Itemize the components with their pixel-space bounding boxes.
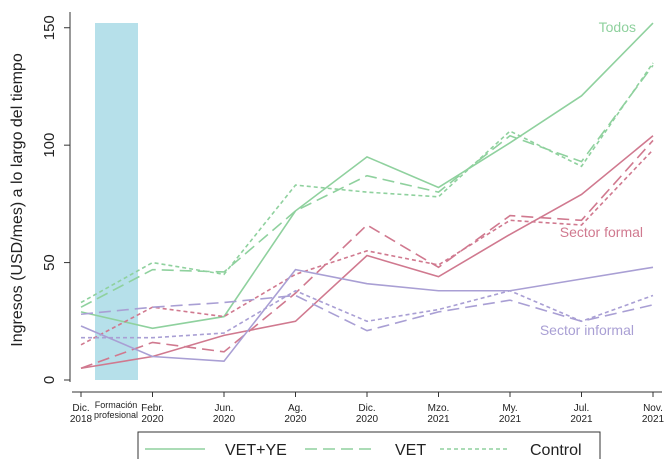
x-tick-label: Dic. 2018 bbox=[70, 403, 93, 425]
legend-label: VET bbox=[395, 442, 426, 459]
series-line bbox=[80, 62, 654, 304]
series-line bbox=[80, 139, 654, 370]
series-line bbox=[81, 289, 654, 339]
x-tick-label: Febr. 2020 bbox=[141, 403, 164, 425]
group-label: Sector informal bbox=[540, 322, 634, 338]
x-tick-label: Dic. 2020 bbox=[356, 403, 379, 425]
series-line bbox=[80, 22, 654, 330]
series-line bbox=[80, 135, 654, 370]
y-tick-label: 150 bbox=[41, 15, 58, 40]
group-label: Todos bbox=[599, 19, 636, 35]
y-tick-label: 50 bbox=[41, 254, 58, 271]
y-tick-label: 0 bbox=[41, 376, 58, 384]
series-line bbox=[80, 149, 654, 346]
y-axis-label: Ingresos (USD/mes) a lo largo del tiempo bbox=[9, 53, 26, 347]
series-line bbox=[80, 64, 654, 308]
x-tick-label: Jun. 2020 bbox=[213, 403, 236, 425]
x-tick-label: My. 2021 bbox=[499, 403, 522, 425]
legend-label: Control bbox=[530, 442, 582, 459]
series-line bbox=[80, 266, 654, 363]
training-band bbox=[95, 23, 138, 380]
band-label: Formación profesional bbox=[94, 400, 138, 420]
x-tick-label: Ag. 2020 bbox=[284, 403, 307, 425]
y-tick-label: 100 bbox=[41, 133, 58, 158]
x-tick-label: Nov. 2021 bbox=[642, 403, 665, 425]
legend-box bbox=[137, 431, 601, 459]
x-tick-label: Mzo. 2021 bbox=[427, 403, 450, 425]
x-tick-label: Jul. 2021 bbox=[570, 403, 593, 425]
group-label: Sector formal bbox=[560, 224, 643, 240]
series-line bbox=[80, 294, 654, 332]
legend-label: VET+YE bbox=[225, 442, 287, 459]
